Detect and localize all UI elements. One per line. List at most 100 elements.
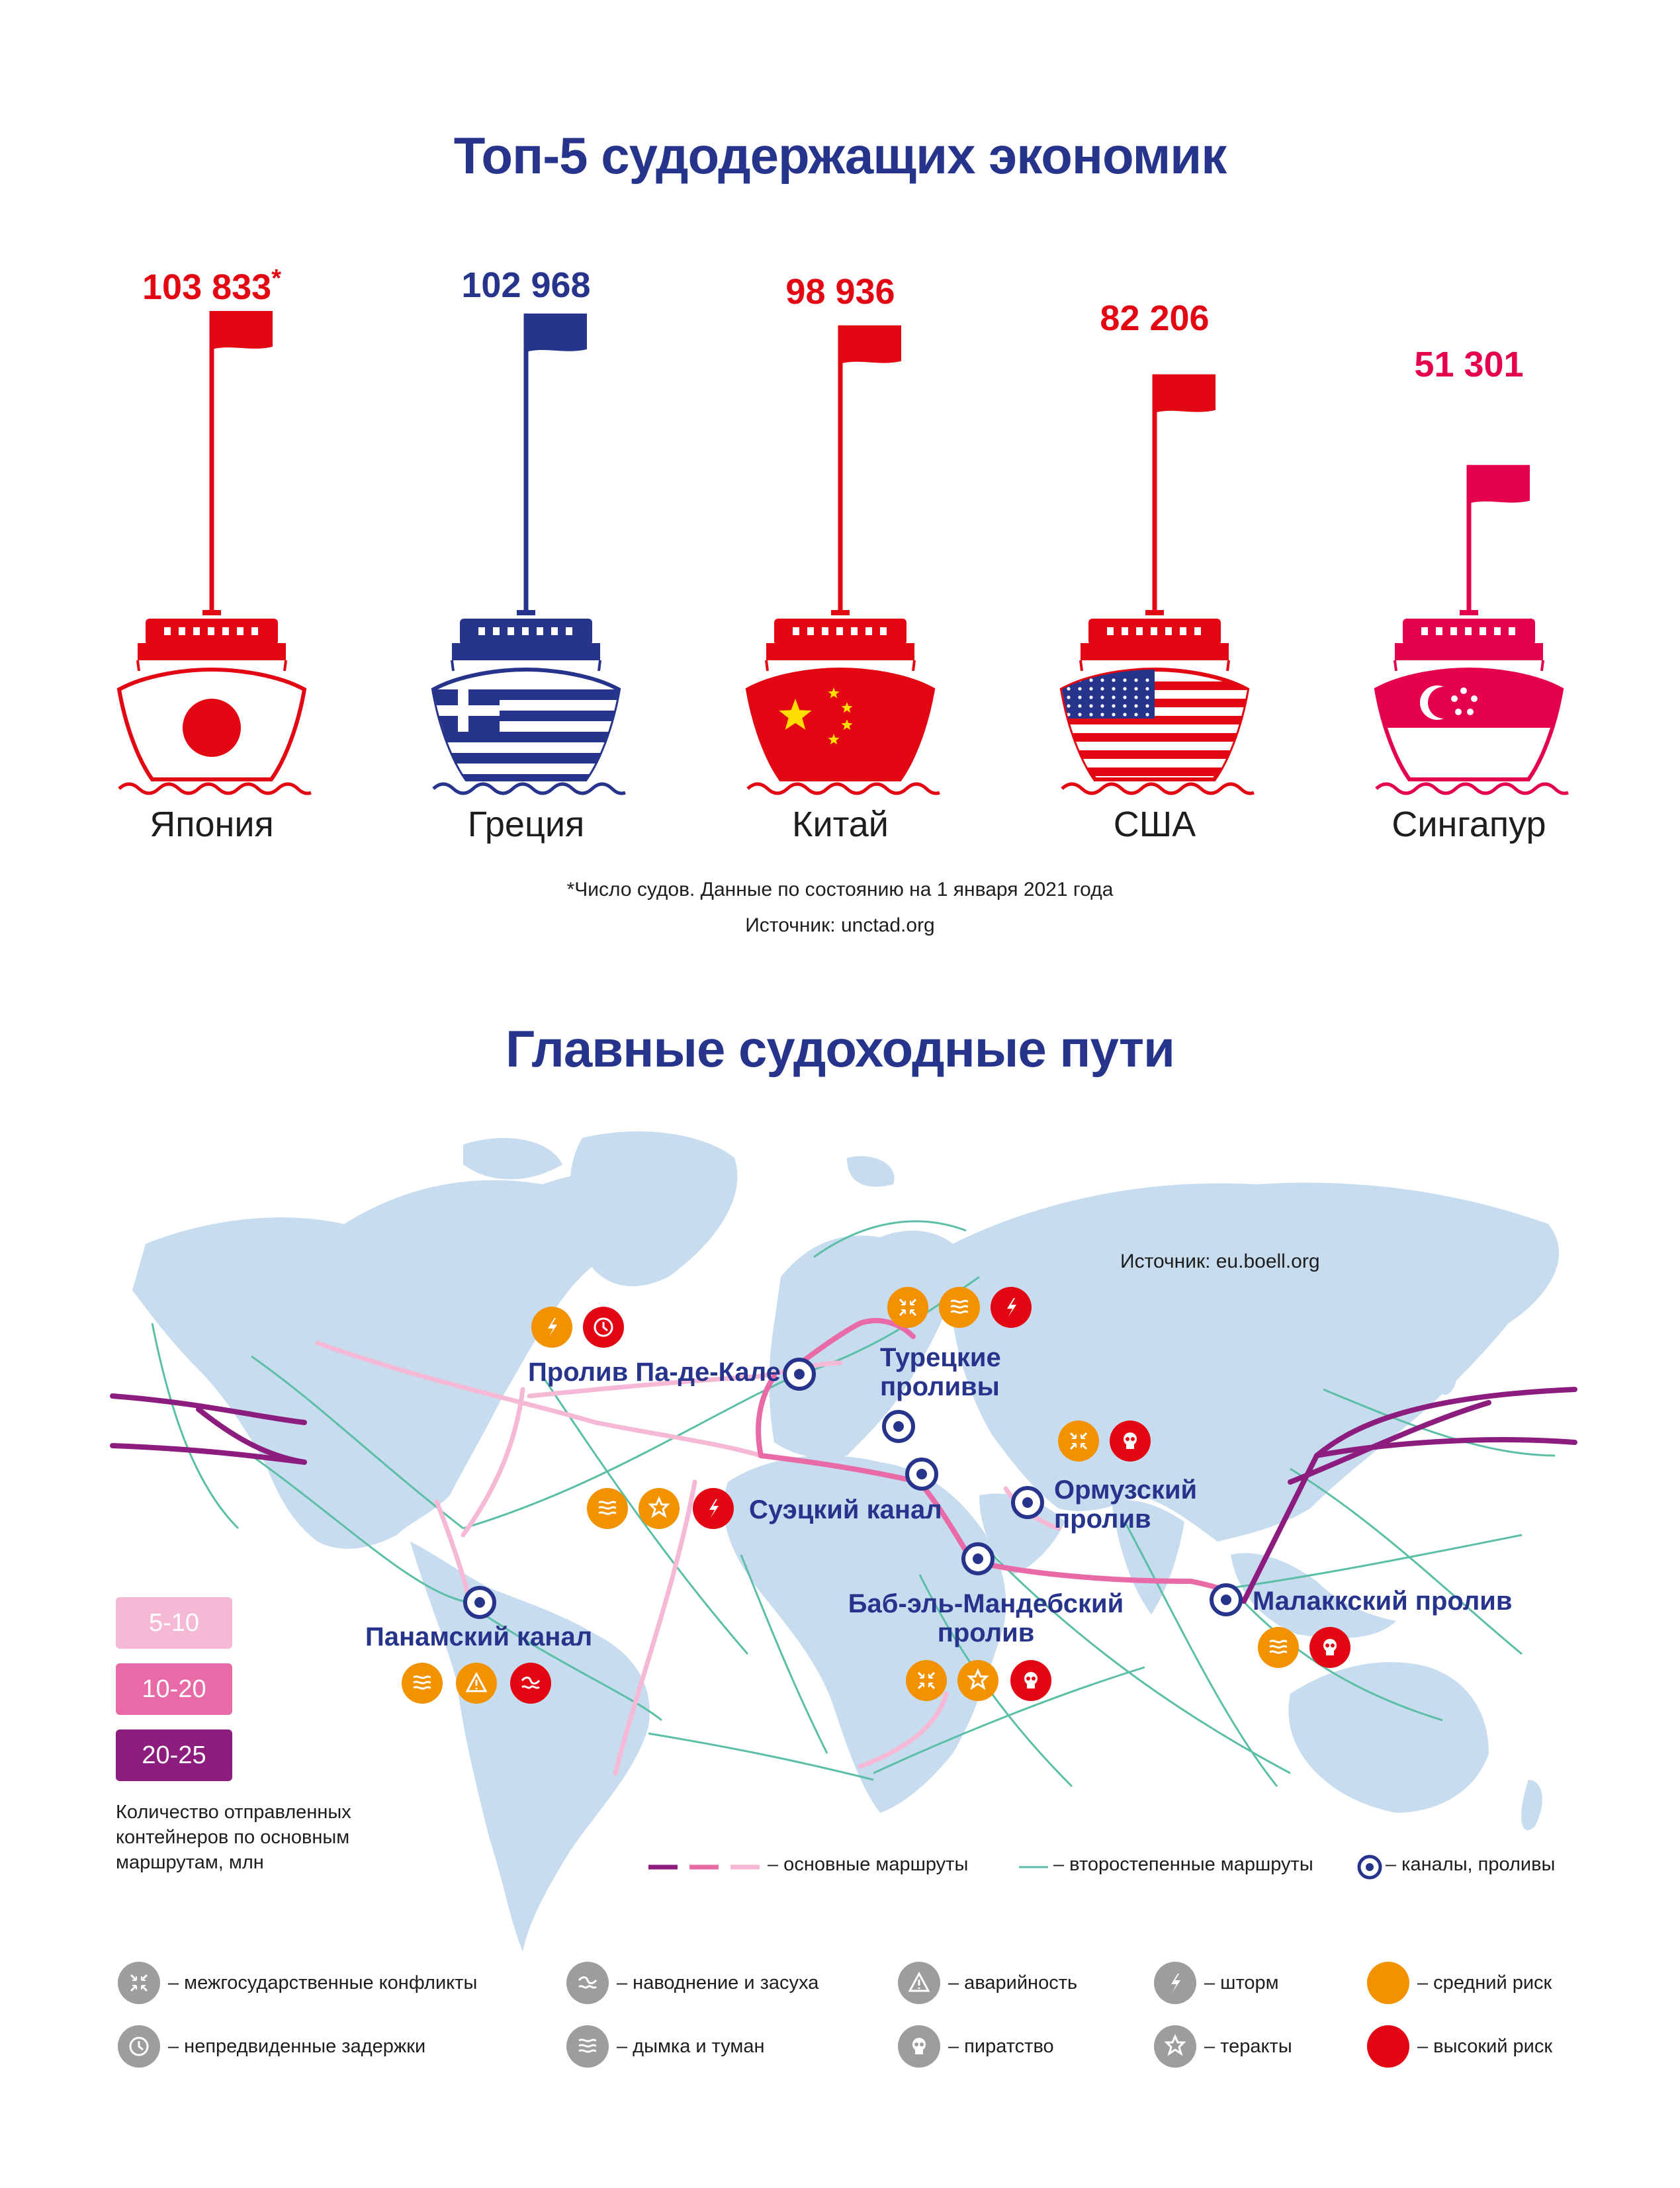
clock-icon — [583, 1307, 624, 1348]
risk-cluster-hormuz — [1058, 1421, 1151, 1462]
storm-icon — [531, 1307, 572, 1348]
strait-marker-pas-de-calais — [783, 1358, 816, 1391]
new-zealand — [1521, 1780, 1542, 1831]
risk-legend-icons — [118, 1962, 1409, 2068]
ship-greece — [431, 313, 626, 795]
legend-terror: – теракты — [1204, 2036, 1292, 2057]
value-label-japan: 103 833* — [142, 265, 281, 307]
risk-cluster-bab — [906, 1660, 1051, 1701]
legend-storm: – шторм — [1204, 1972, 1279, 1993]
europe — [769, 1231, 966, 1458]
source-note: Источник: unctad.org — [745, 914, 935, 936]
north-america — [132, 1173, 675, 1549]
terror-icon — [639, 1488, 680, 1529]
flood-icon — [510, 1663, 551, 1704]
flag-japan — [212, 311, 273, 349]
flag-singapore — [1469, 464, 1530, 503]
label-pas-de-calais: Пролив Па-де-Кале — [528, 1358, 781, 1387]
legend-secondary-routes: – второстепенные маршруты — [1053, 1854, 1313, 1875]
haze-icon — [939, 1287, 980, 1328]
legend-medium: – средний риск — [1417, 1972, 1552, 1993]
piracy-icon — [1110, 1421, 1151, 1462]
risk-cluster-malacca — [1258, 1627, 1350, 1668]
storm-legend-icon — [1154, 1962, 1196, 2004]
australia — [1288, 1662, 1489, 1813]
waves-singapore — [1375, 782, 1569, 795]
value-label-china: 98 936 — [785, 272, 895, 312]
landmasses — [132, 1131, 1560, 1952]
waves-greece — [432, 782, 626, 795]
flag-greece — [526, 313, 587, 352]
haze-icon — [402, 1663, 443, 1704]
page-title: Топ-5 судодержащих экономик — [453, 126, 1227, 185]
flag-usa — [1155, 374, 1216, 413]
strait-marker-bab — [961, 1542, 995, 1575]
label-hormuz: Ормузский пролив — [1054, 1475, 1198, 1534]
value-label-singapore: 51 301 — [1414, 345, 1524, 384]
greenland — [570, 1131, 738, 1287]
hull-china — [745, 667, 936, 781]
africa — [723, 1456, 1006, 1813]
label-turkish: Турецкие проливы — [880, 1343, 1001, 1401]
strait-marker-turkish — [882, 1410, 915, 1443]
legend-accident: – аварийность — [948, 1972, 1078, 1993]
risk-cluster-suez — [587, 1488, 734, 1529]
accident-icon — [456, 1663, 497, 1704]
route-legend-lines — [648, 1855, 1382, 1880]
terror-legend-icon — [1154, 2025, 1196, 2068]
asia — [953, 1182, 1560, 1542]
haze-icon — [587, 1488, 628, 1529]
ships-chart — [116, 311, 1569, 795]
legend-box-20-25: 20-25 — [116, 1729, 232, 1781]
label-panama: Панамский канал — [365, 1622, 593, 1651]
country-greece: Греция — [467, 805, 585, 844]
south-america — [410, 1542, 650, 1952]
strait-marker-hormuz — [1011, 1486, 1044, 1519]
map-source: Источник: eu.boell.org — [1120, 1250, 1320, 1272]
conflict-icon — [1058, 1421, 1099, 1462]
accident-legend-icon — [898, 1962, 940, 2004]
country-china: Китай — [792, 805, 889, 844]
storm-icon — [693, 1488, 734, 1529]
svalbard — [847, 1156, 895, 1187]
legend-piracy: – пиратство — [948, 2036, 1054, 2057]
high-risk-dot — [1367, 2025, 1409, 2068]
waves-china — [746, 782, 940, 795]
strait-markers — [463, 1358, 1243, 1619]
ship-singapore — [1374, 464, 1569, 795]
strait-marker-panama — [463, 1586, 496, 1619]
legend-box-10-20: 10-20 — [116, 1663, 232, 1715]
ship-japan — [116, 311, 312, 795]
label-malacca: Малаккский пролив — [1253, 1587, 1513, 1616]
legend-straits: – каналы, проливы — [1386, 1854, 1556, 1875]
waves-usa — [1061, 782, 1255, 795]
footnote: *Число судов. Данные по состоянию на 1 я… — [566, 879, 1114, 900]
ship-china — [745, 325, 940, 795]
clock-legend-icon — [118, 2025, 160, 2068]
risk-cluster-turkish — [887, 1287, 1032, 1328]
legend-conflicts: – межгосударственные конфликты — [168, 1972, 478, 1993]
japan-islands — [1433, 1342, 1458, 1395]
conflict-legend-icon — [118, 1962, 160, 2004]
label-bab: Баб-эль-Мандебский пролив — [848, 1589, 1124, 1647]
country-japan: Япония — [150, 805, 274, 844]
flood-legend-icon — [566, 1962, 609, 2004]
storm-icon — [991, 1287, 1032, 1328]
arctic-islands — [463, 1138, 562, 1180]
piracy-legend-icon — [898, 2025, 940, 2068]
waves-japan — [118, 782, 312, 795]
japan-flag-disc — [183, 699, 241, 757]
legend-main-routes: – основные маршруты — [768, 1854, 969, 1875]
risk-cluster-pas-de-calais — [531, 1307, 624, 1348]
ship-usa — [1059, 374, 1255, 795]
strait-marker-malacca — [1210, 1583, 1243, 1616]
label-suez: Суэцкий канал — [749, 1495, 942, 1524]
arabia — [979, 1493, 1065, 1575]
legend-delays: – непредвиденные задержки — [168, 2036, 426, 2057]
legend-box-5-10: 5-10 — [116, 1597, 232, 1649]
secondary-routes — [151, 1220, 1556, 1788]
piracy-icon — [1010, 1660, 1051, 1701]
conflict-icon — [906, 1660, 947, 1701]
legend-caption: Количество отправленных контейнеров по о… — [116, 1802, 351, 1873]
